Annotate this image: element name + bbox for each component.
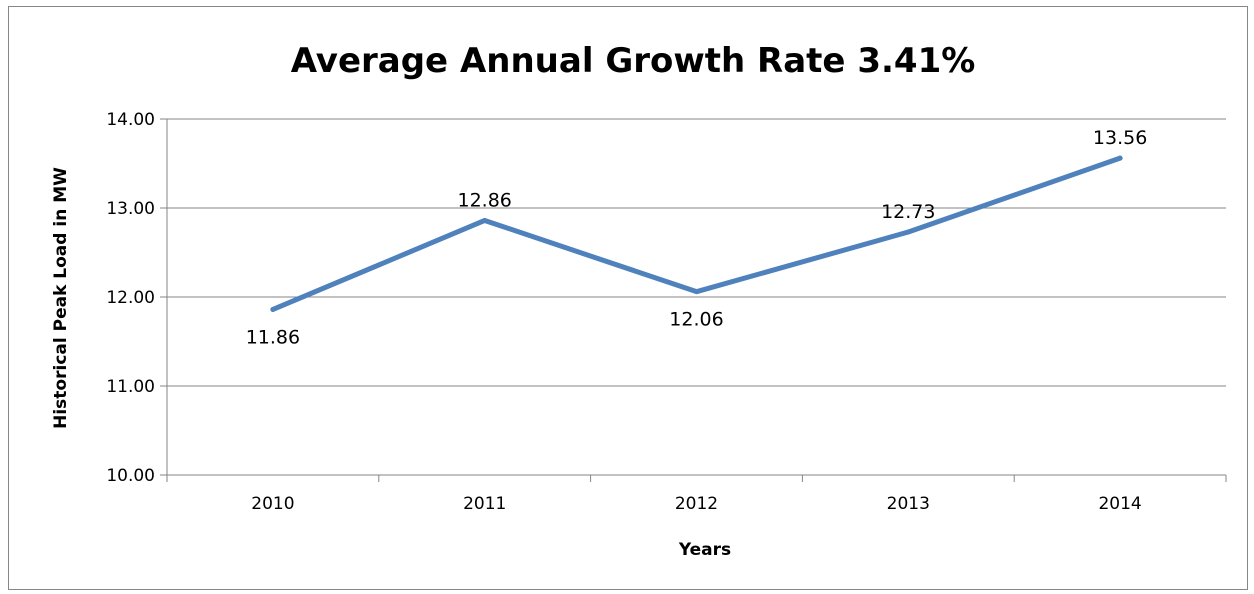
x-tick-label: 2011: [463, 494, 506, 514]
x-tick-label: 2014: [1098, 494, 1141, 514]
y-axis-title: Historical Peak Load in MW: [51, 167, 71, 429]
y-tick-label: 14.00: [106, 110, 155, 130]
chart-frame: 10.00 11.00 12.00 13.00 14.00 2010 2011 2012 201…: [8, 6, 1248, 590]
data-point: [694, 289, 699, 295]
line-chart: 10.00 11.00 12.00 13.00 14.00 2010 2011 2012 201…: [51, 41, 1227, 560]
data-labels: 11.86 12.86 12.06 12.73 13.56: [246, 127, 1148, 348]
x-tick-label: 2010: [251, 494, 294, 514]
chart-title: Average Annual Growth Rate 3.41%: [291, 41, 976, 81]
data-point: [270, 306, 276, 312]
y-tick-label: 12.00: [106, 288, 155, 308]
data-label: 12.73: [881, 201, 935, 223]
data-label: 13.56: [1093, 127, 1147, 149]
y-tick-label: 10.00: [106, 466, 155, 486]
data-point: [482, 217, 488, 223]
data-point: [905, 229, 911, 235]
series: [270, 155, 1123, 312]
x-tick-label: 2013: [887, 494, 930, 514]
y-tick-label: 11.00: [106, 377, 155, 397]
x-axis-title: Years: [678, 540, 731, 560]
x-tick-label: 2012: [675, 494, 718, 514]
series-line: [270, 155, 1123, 312]
data-label: 12.86: [457, 189, 511, 211]
data-point: [1117, 155, 1123, 161]
axes: 10.00 11.00 12.00 13.00 14.00 2010 2011 2012 201…: [106, 110, 1227, 514]
data-label: 12.06: [669, 309, 723, 331]
y-tick-label: 13.00: [106, 199, 155, 219]
data-label: 11.86: [246, 326, 300, 348]
gridlines: [167, 118, 1226, 387]
